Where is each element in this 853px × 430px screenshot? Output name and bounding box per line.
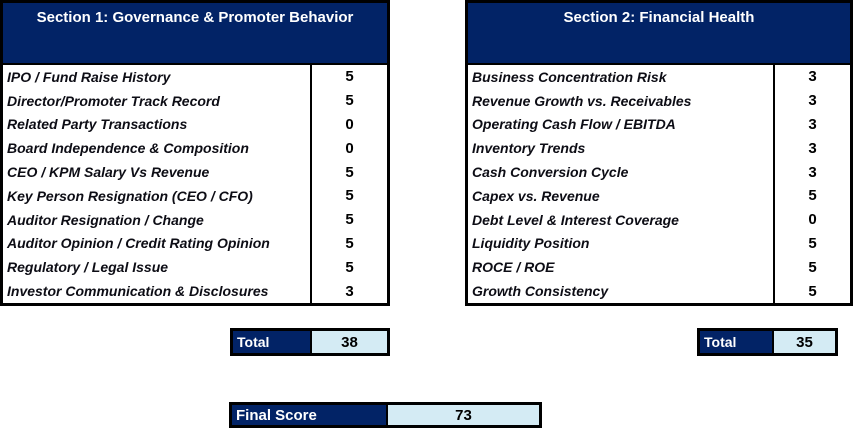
table-row: Key Person Resignation (CEO / CFO) 5 [3, 183, 387, 208]
section2-title: Section 2: Financial Health [563, 9, 755, 26]
criterion-label: Auditor Opinion / Credit Rating Opinion [3, 231, 312, 256]
table-row: Inventory Trends 3 [468, 136, 850, 161]
score-cell[interactable]: 3 [808, 68, 817, 86]
score-cell[interactable]: 5 [808, 282, 817, 300]
table-row: Investor Communication & Disclosures 3 [3, 279, 387, 303]
table-row: Liquidity Position 5 [468, 231, 850, 256]
criterion-label: Growth Consistency [468, 279, 775, 303]
table-row: Board Independence & Composition 0 [3, 136, 387, 161]
score-cell[interactable]: 5 [345, 258, 354, 276]
table-row: ROCE / ROE 5 [468, 255, 850, 280]
score-cell[interactable]: 5 [345, 68, 354, 86]
section2-total-label: Total [700, 331, 774, 353]
criterion-label: CEO / KPM Salary Vs Revenue [3, 160, 312, 184]
criterion-label: Related Party Transactions [3, 112, 312, 137]
score-cell[interactable]: 5 [808, 187, 817, 205]
section2-table: Section 2: Financial Health Business Con… [465, 0, 853, 306]
criterion-label: Operating Cash Flow / EBITDA [468, 112, 775, 137]
final-score-value[interactable]: 73 [388, 405, 539, 425]
table-row: Growth Consistency 5 [468, 279, 850, 303]
criterion-label: Investor Communication & Disclosures [3, 279, 312, 303]
section2-rows: Business Concentration Risk 3 Revenue Gr… [468, 65, 850, 303]
table-row: Revenue Growth vs. Receivables 3 [468, 88, 850, 113]
criterion-label: Liquidity Position [468, 231, 775, 256]
final-score-box: Final Score 73 [229, 402, 542, 428]
score-cell[interactable]: 5 [345, 163, 354, 181]
criterion-label: Board Independence & Composition [3, 136, 312, 161]
criterion-label: Cash Conversion Cycle [468, 160, 775, 184]
section1-total-value[interactable]: 38 [312, 331, 387, 353]
score-cell[interactable]: 5 [808, 234, 817, 252]
table-row: Business Concentration Risk 3 [468, 65, 850, 89]
table-row: Operating Cash Flow / EBITDA 3 [468, 112, 850, 137]
table-row: CEO / KPM Salary Vs Revenue 5 [3, 160, 387, 184]
criterion-label: Regulatory / Legal Issue [3, 255, 312, 280]
table-row: Regulatory / Legal Issue 5 [3, 255, 387, 280]
score-cell[interactable]: 3 [808, 92, 817, 110]
section1-rows: IPO / Fund Raise History 5 Director/Prom… [3, 65, 387, 303]
table-row: Debt Level & Interest Coverage 0 [468, 207, 850, 232]
final-score-label: Final Score [232, 405, 388, 425]
table-row: Related Party Transactions 0 [3, 112, 387, 137]
section2-total-box: Total 35 [697, 328, 838, 356]
score-cell[interactable]: 5 [345, 211, 354, 229]
score-cell[interactable]: 5 [345, 234, 354, 252]
table-row: Auditor Opinion / Credit Rating Opinion … [3, 231, 387, 256]
score-cell[interactable]: 3 [808, 163, 817, 181]
criterion-label: Director/Promoter Track Record [3, 88, 312, 113]
score-cell[interactable]: 0 [345, 139, 354, 157]
criterion-label: IPO / Fund Raise History [3, 65, 312, 89]
criterion-label: Inventory Trends [468, 136, 775, 161]
section1-total-box: Total 38 [230, 328, 390, 356]
criterion-label: Revenue Growth vs. Receivables [468, 88, 775, 113]
table-row: Auditor Resignation / Change 5 [3, 207, 387, 232]
criterion-label: Capex vs. Revenue [468, 183, 775, 208]
score-cell[interactable]: 3 [808, 139, 817, 157]
score-cell[interactable]: 5 [345, 187, 354, 205]
criterion-label: ROCE / ROE [468, 255, 775, 280]
section2-total-value[interactable]: 35 [774, 331, 835, 353]
section1-title: Section 1: Governance & Promoter Behavio… [36, 9, 354, 26]
table-row: Director/Promoter Track Record 5 [3, 88, 387, 113]
criterion-label: Debt Level & Interest Coverage [468, 207, 775, 232]
score-cell[interactable]: 3 [808, 115, 817, 133]
score-cell[interactable]: 0 [345, 115, 354, 133]
score-cell[interactable]: 5 [345, 92, 354, 110]
criterion-label: Auditor Resignation / Change [3, 207, 312, 232]
section1-header: Section 1: Governance & Promoter Behavio… [3, 3, 387, 65]
criterion-label: Business Concentration Risk [468, 65, 775, 89]
score-cell[interactable]: 3 [345, 282, 354, 300]
table-row: Capex vs. Revenue 5 [468, 183, 850, 208]
section1-total-label: Total [233, 331, 312, 353]
table-row: Cash Conversion Cycle 3 [468, 160, 850, 184]
section2-header: Section 2: Financial Health [468, 3, 850, 65]
score-cell[interactable]: 5 [808, 258, 817, 276]
section1-table: Section 1: Governance & Promoter Behavio… [0, 0, 390, 306]
score-cell[interactable]: 0 [808, 211, 817, 229]
table-row: IPO / Fund Raise History 5 [3, 65, 387, 89]
criterion-label: Key Person Resignation (CEO / CFO) [3, 183, 312, 208]
